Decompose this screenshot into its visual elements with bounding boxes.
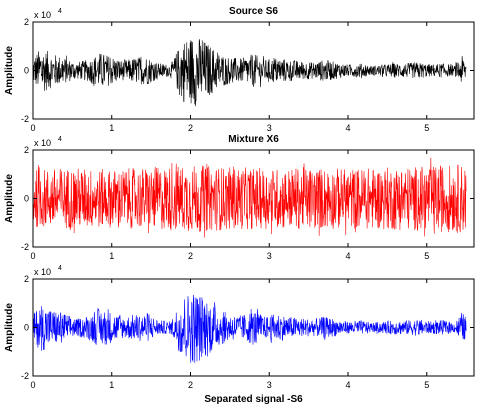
- y-exponent-power: 4: [58, 8, 62, 15]
- x-tick-label: 5: [424, 251, 429, 261]
- x-tick-label: 2: [188, 380, 193, 390]
- signal-waveform: [32, 157, 467, 238]
- y-exponent-label: x 10: [34, 10, 51, 20]
- y-tick-label: 0: [24, 194, 29, 204]
- x-tick-label: 2: [188, 251, 193, 261]
- y-exponent-power: 4: [58, 265, 62, 272]
- x-tick-label: 3: [267, 251, 272, 261]
- y-tick-label: -2: [21, 114, 29, 124]
- x-tick-label: 0: [30, 123, 35, 133]
- panel-title: Source S6: [229, 6, 278, 17]
- y-tick-label: 2: [24, 274, 29, 284]
- y-tick-label: 0: [24, 323, 29, 333]
- y-axis-label: Amplitude: [4, 174, 15, 223]
- panel-title: Mixture X6: [228, 134, 279, 145]
- y-tick-label: -2: [21, 242, 29, 252]
- y-exponent-power: 4: [58, 136, 62, 143]
- x-tick-label: 0: [30, 380, 35, 390]
- x-tick-label: 5: [424, 123, 429, 133]
- y-tick-label: 0: [24, 66, 29, 76]
- x-tick-label: 5: [424, 380, 429, 390]
- x-tick-label: 0: [30, 251, 35, 261]
- x-tick-label: 2: [188, 123, 193, 133]
- x-tick-label: 1: [109, 380, 114, 390]
- x-tick-label: 4: [345, 380, 350, 390]
- y-tick-label: 2: [24, 17, 29, 27]
- x-tick-label: 4: [345, 123, 350, 133]
- x-tick-label: 1: [109, 123, 114, 133]
- y-exponent-label: x 10: [34, 267, 51, 277]
- y-tick-label: 2: [24, 145, 29, 155]
- y-exponent-label: x 10: [34, 138, 51, 148]
- y-tick-label: -2: [21, 371, 29, 381]
- x-axis-label: Separated signal -S6: [204, 394, 303, 405]
- x-tick-label: 3: [267, 380, 272, 390]
- y-axis-label: Amplitude: [4, 46, 15, 95]
- x-tick-label: 3: [267, 123, 272, 133]
- signal-waveform: [32, 294, 467, 363]
- x-tick-label: 4: [345, 251, 350, 261]
- y-axis-label: Amplitude: [4, 303, 15, 352]
- x-tick-label: 1: [109, 251, 114, 261]
- signal-waveform: [32, 39, 467, 107]
